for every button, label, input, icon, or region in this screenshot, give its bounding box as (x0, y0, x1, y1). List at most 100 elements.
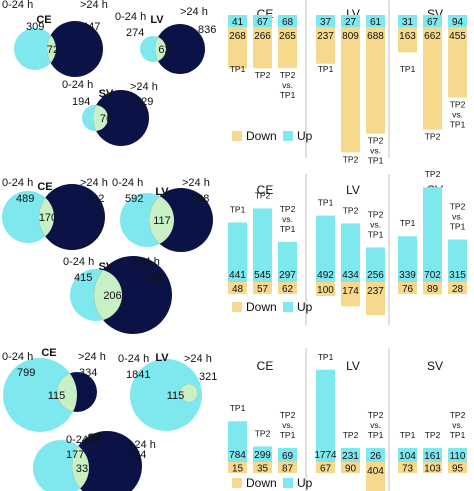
timepoint-label: TP1 (368, 229, 384, 239)
up-bar (253, 446, 272, 462)
venn-tissue-label: SV (88, 432, 103, 444)
bar-group-title: CE (257, 183, 274, 197)
venn-late-circle (47, 21, 103, 77)
timepoint-label: TP2 (255, 70, 271, 80)
venn-late-circle (93, 90, 149, 146)
down-value-label: 90 (345, 464, 357, 475)
up-bar (366, 15, 385, 27)
timepoint-label: TP2 (368, 136, 384, 146)
down-bar (316, 282, 335, 296)
down-bar (448, 462, 467, 473)
venn-late-count: 791 (145, 272, 163, 284)
venn-overlap-count: 62 (158, 44, 170, 56)
timepoint-label: vs. (282, 420, 293, 430)
down-value-label: 662 (424, 31, 441, 42)
venn-late-count: 334 (79, 367, 97, 379)
down-bar (341, 282, 360, 307)
venn-late-circle (94, 256, 172, 334)
up-value-label: 41 (232, 17, 244, 28)
venn-tissue-label: LV (150, 14, 164, 26)
down-value-label: 688 (367, 31, 384, 42)
timepoint-label: TP2 (425, 132, 441, 142)
legend-down-label: Down (246, 300, 277, 314)
legend-up-swatch (283, 131, 293, 141)
up-bar (448, 239, 467, 282)
up-value-label: 161 (424, 451, 441, 462)
down-value-label: 87 (282, 464, 294, 475)
timepoint-label: TP2 (343, 205, 359, 215)
timepoint-label: TP2 (255, 190, 271, 200)
venn-tissue-label: SV (99, 88, 114, 100)
venn-late-count: 321 (199, 371, 217, 383)
down-value-label: 95 (452, 464, 464, 475)
up-bar (228, 222, 247, 282)
venn-late-circle (39, 184, 105, 250)
legend-up-label: Up (297, 476, 313, 490)
legend-down-label: Down (246, 129, 277, 143)
down-value-label: 89 (427, 284, 439, 295)
timepoint-label: vs. (452, 110, 463, 120)
venn-early-label: 0-24 h (118, 353, 149, 365)
venn-overlap-count: 115 (167, 390, 185, 402)
timepoint-label: vs. (370, 219, 381, 229)
timepoint-label: TP1 (450, 120, 466, 130)
venn-early-count: 489 (16, 193, 34, 205)
down-bar (278, 462, 297, 473)
down-value-label: 48 (232, 284, 244, 295)
up-value-label: 94 (452, 17, 464, 28)
timepoint-label: TP1 (450, 430, 466, 440)
timepoint-label: TP2 (343, 430, 359, 440)
down-bar (448, 27, 467, 98)
up-value-label: 67 (427, 17, 439, 28)
down-bar (253, 27, 272, 69)
up-bar (448, 15, 467, 27)
up-value-label: 37 (320, 17, 332, 28)
venn-tissue-label: LV (155, 352, 169, 364)
up-bar (253, 208, 272, 282)
up-bar (228, 421, 247, 462)
timepoint-label: vs. (370, 420, 381, 430)
legend-down-swatch (232, 302, 242, 312)
down-bar (228, 282, 247, 294)
venn-early-circle (3, 358, 77, 432)
timepoint-label: TP1 (318, 352, 334, 362)
venn-late-count: 608 (191, 193, 209, 205)
down-bar (423, 282, 442, 295)
timepoint-label: TP2 (368, 209, 384, 219)
legend-up-swatch (283, 478, 293, 488)
timepoint-label: TP2 (425, 169, 441, 179)
down-bar (398, 27, 417, 53)
down-value-label: 35 (257, 464, 269, 475)
up-value-label: 31 (402, 17, 414, 28)
venn-late-count: 836 (198, 24, 216, 36)
up-value-label: 256 (367, 270, 384, 281)
venn-overlap-count: 115 (48, 390, 66, 402)
down-bar (228, 462, 247, 473)
timepoint-label: TP2 (450, 410, 466, 420)
venn-tissue-label: SV (99, 261, 114, 273)
venn-early-label: 0-24 h (63, 256, 94, 268)
up-value-label: 26 (370, 451, 382, 462)
venn-overlap (57, 372, 77, 412)
timepoint-label: TP1 (400, 430, 416, 440)
up-value-label: 297 (279, 270, 296, 281)
up-value-label: 434 (342, 270, 359, 281)
bar-group-title: LV (346, 183, 360, 197)
down-value-label: 73 (402, 464, 414, 475)
timepoint-label: vs. (452, 420, 463, 430)
venn-overlap-count: 72 (47, 44, 59, 56)
up-value-label: 315 (449, 270, 466, 281)
up-bar (341, 15, 360, 27)
legend-down-label: Down (246, 476, 277, 490)
up-value-label: 545 (254, 270, 271, 281)
venn-late-count: 729 (135, 96, 153, 108)
down-bar (423, 462, 442, 473)
down-value-label: 268 (229, 31, 246, 42)
venn-late-label: >24 h (80, 0, 108, 11)
down-value-label: 163 (399, 31, 416, 42)
timepoint-label: TP2 (368, 410, 384, 420)
venn-late-label: >24 h (130, 81, 158, 93)
up-value-label: 67 (257, 17, 269, 28)
bar-group-title: SV (427, 359, 443, 373)
up-value-label: 702 (424, 270, 441, 281)
